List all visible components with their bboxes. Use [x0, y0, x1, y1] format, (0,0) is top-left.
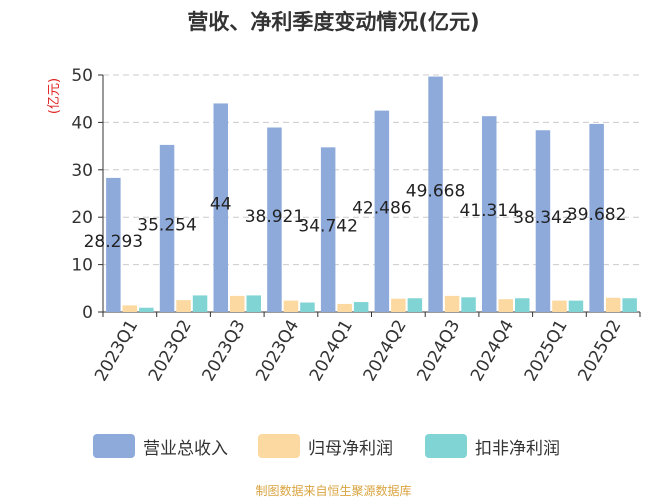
bar-deducted-net-profit: [407, 298, 423, 312]
x-tick-label: 2024Q3: [413, 317, 464, 385]
bar-deducted-net-profit: [461, 297, 476, 312]
bar-revenue: [535, 130, 551, 312]
legend-item[interactable]: 归母净利润: [258, 433, 393, 459]
x-tick-label: 2025Q1: [521, 317, 572, 385]
bar-revenue: [106, 177, 121, 312]
legend-swatch: [258, 434, 300, 458]
bar-deducted-net-profit: [568, 300, 584, 312]
bar-revenue: [159, 144, 175, 312]
x-tick-label: 2024Q2: [360, 317, 411, 385]
bar-net-profit: [176, 300, 191, 312]
bar-net-profit: [552, 300, 567, 312]
legend-label: 归母净利润: [308, 438, 393, 459]
bar-net-profit: [230, 295, 245, 312]
x-tick-label: 2023Q3: [199, 317, 250, 385]
legend-label: 扣非净利润: [475, 438, 560, 459]
bar-net-profit: [605, 297, 621, 312]
bar-net-profit: [391, 298, 406, 312]
data-label: 39.682: [567, 205, 626, 225]
x-tick-label: 2024Q4: [467, 317, 518, 385]
bar-revenue: [267, 127, 282, 312]
bar-deducted-net-profit: [515, 298, 530, 312]
data-label: 42.486: [352, 198, 411, 218]
data-label: 34.742: [298, 217, 357, 237]
chart-legend: 营业总收入 归母净利润 扣非净利润: [0, 433, 667, 459]
y-tick-label: 40: [71, 113, 93, 133]
legend-swatch: [425, 434, 467, 458]
data-label: 38.921: [245, 207, 304, 227]
legend-label: 营业总收入: [143, 438, 228, 459]
x-tick-label: 2025Q2: [574, 317, 625, 385]
data-label: 41.314: [460, 201, 519, 221]
y-tick-label: 30: [71, 161, 93, 181]
legend-item[interactable]: 扣非净利润: [425, 433, 560, 459]
bar-revenue: [374, 110, 390, 312]
bar-deducted-net-profit: [622, 298, 637, 312]
x-tick-label: 2023Q4: [252, 317, 303, 385]
bar-revenue: [589, 123, 604, 312]
bar-net-profit: [283, 300, 299, 312]
y-tick-label: 50: [71, 66, 93, 86]
data-label: 38.342: [513, 208, 572, 228]
y-tick-label: 10: [71, 256, 93, 276]
bar-net-profit: [498, 299, 513, 312]
x-tick-label: 2023Q1: [91, 317, 142, 385]
bar-net-profit: [444, 295, 460, 312]
y-axis-label: (亿元): [47, 78, 62, 114]
data-label: 35.254: [137, 215, 196, 235]
bar-deducted-net-profit: [139, 307, 154, 312]
bar-deducted-net-profit: [192, 295, 208, 312]
bar-deducted-net-profit: [246, 295, 261, 312]
bar-deducted-net-profit: [353, 302, 369, 312]
legend-item[interactable]: 营业总收入: [93, 433, 228, 459]
x-tick-label: 2024Q1: [306, 317, 357, 385]
legend-swatch: [93, 434, 135, 458]
source-note: 制图数据来自恒生聚源数据库: [255, 484, 412, 498]
bar-revenue: [213, 103, 228, 312]
y-tick-label: 0: [82, 303, 93, 323]
bar-revenue: [320, 147, 336, 312]
bar-net-profit: [122, 305, 138, 312]
data-label: 49.668: [406, 181, 465, 201]
data-label: 44: [210, 195, 232, 215]
bar-deducted-net-profit: [300, 302, 315, 312]
bar-revenue: [482, 116, 497, 313]
data-label: 28.293: [84, 232, 143, 252]
chart-title: 营收、净利季度变动情况(亿元): [187, 10, 480, 34]
y-tick-label: 20: [71, 208, 93, 228]
x-tick-label: 2023Q2: [145, 317, 196, 385]
bar-net-profit: [337, 303, 352, 312]
bar-revenue: [428, 76, 443, 313]
